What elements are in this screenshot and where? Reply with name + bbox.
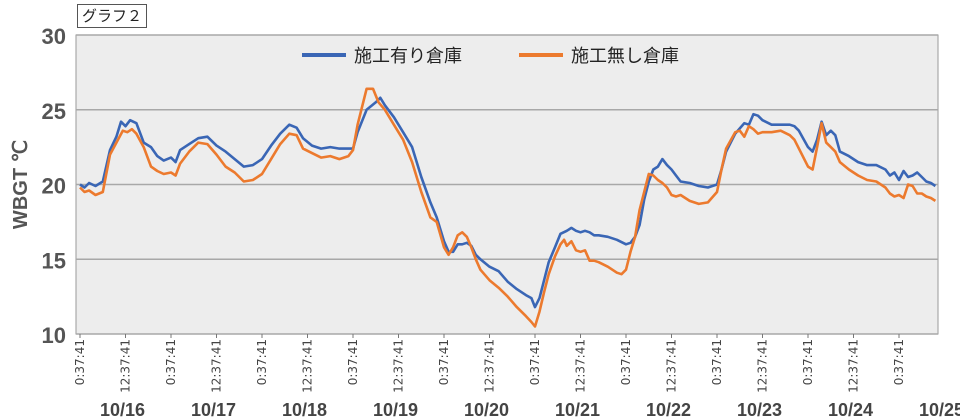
- legend-label-1: 施工有り倉庫: [354, 46, 462, 67]
- x-tick-label: 0:37:41: [346, 339, 360, 385]
- x-date-label: 10/20: [464, 400, 509, 420]
- x-tick-label: 12:37:41: [483, 339, 497, 393]
- x-tick-label: 12:37:41: [119, 339, 133, 393]
- x-tick-label: 12:37:41: [392, 339, 406, 393]
- y-tick-label: 15: [42, 248, 66, 273]
- x-tick-label: 0:37:41: [255, 339, 269, 385]
- x-date-label: 10/23: [737, 400, 782, 420]
- y-tick-label: 20: [42, 174, 66, 199]
- series-line-2: [79, 87, 937, 328]
- y-axis-title: WBGT ℃: [10, 140, 32, 229]
- x-date-label: 10/18: [282, 400, 327, 420]
- x-tick-label: 0:37:41: [164, 339, 178, 385]
- x-tick-label: 12:37:41: [847, 339, 861, 393]
- series-line-1: [79, 96, 937, 309]
- x-tick-label: 0:37:41: [437, 339, 451, 385]
- y-tick-label: 30: [42, 24, 66, 49]
- x-date-label: 10/24: [828, 400, 873, 420]
- x-tick-label: 0:37:41: [892, 339, 906, 385]
- y-tick-label: 10: [42, 323, 66, 348]
- chart-badge: グラフ２: [77, 4, 147, 28]
- x-tick-label: 12:37:41: [756, 339, 770, 393]
- x-date-label: 10/25: [919, 400, 960, 420]
- x-tick-label: 0:37:41: [801, 339, 815, 385]
- x-tick-label: 0:37:41: [73, 339, 87, 385]
- x-tick-label: 12:37:41: [301, 339, 315, 393]
- x-tick-label: 0:37:41: [528, 339, 542, 385]
- x-tick-label: 12:37:41: [574, 339, 588, 393]
- y-tick-label: 25: [42, 99, 66, 124]
- x-tick-label: 12:37:41: [665, 339, 679, 393]
- legend-label-2: 施工無し倉庫: [571, 46, 679, 67]
- x-date-label: 10/21: [555, 400, 600, 420]
- x-tick-label: 0:37:41: [619, 339, 633, 385]
- x-tick-label: 12:37:41: [210, 339, 224, 393]
- x-tick-label: 0:37:41: [710, 339, 724, 385]
- x-date-label: 10/19: [373, 400, 418, 420]
- x-date-label: 10/16: [100, 400, 145, 420]
- x-date-label: 10/22: [646, 400, 691, 420]
- x-date-label: 10/17: [191, 400, 236, 420]
